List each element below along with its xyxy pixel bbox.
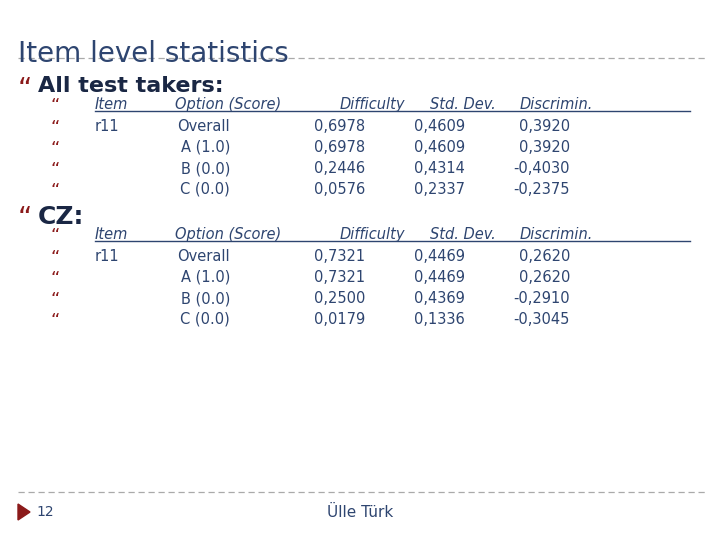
Text: Discrimin.: Discrimin.	[520, 97, 593, 112]
Text: Overall: Overall	[177, 249, 230, 264]
Text: 0,2620: 0,2620	[518, 249, 570, 264]
Text: Ülle Türk: Ülle Türk	[327, 504, 393, 519]
Text: 0,4314: 0,4314	[414, 161, 465, 176]
Text: B (0.0): B (0.0)	[181, 291, 230, 306]
Text: 0,4369: 0,4369	[414, 291, 465, 306]
Text: “: “	[50, 119, 59, 137]
Text: r11: r11	[95, 119, 120, 134]
Text: 0,0576: 0,0576	[314, 182, 365, 197]
Text: 0,4469: 0,4469	[414, 249, 465, 264]
Text: -0,3045: -0,3045	[513, 312, 570, 327]
Text: “: “	[18, 76, 32, 104]
Text: C (0.0): C (0.0)	[180, 312, 230, 327]
Text: Difficulty: Difficulty	[340, 97, 405, 112]
Text: Discrimin.: Discrimin.	[520, 227, 593, 242]
Text: 0,2500: 0,2500	[314, 291, 365, 306]
Text: -0,2375: -0,2375	[513, 182, 570, 197]
Text: 0,3920: 0,3920	[519, 140, 570, 155]
Text: 0,3920: 0,3920	[519, 119, 570, 134]
Text: A (1.0): A (1.0)	[181, 270, 230, 285]
Text: 0,4609: 0,4609	[414, 140, 465, 155]
Text: Option (Score): Option (Score)	[175, 97, 282, 112]
Text: “: “	[50, 97, 59, 115]
Text: “: “	[50, 312, 59, 330]
Text: -0,2910: -0,2910	[513, 291, 570, 306]
Text: r11: r11	[95, 249, 120, 264]
Text: All test takers:: All test takers:	[38, 76, 224, 96]
Text: -0,4030: -0,4030	[513, 161, 570, 176]
Text: “: “	[50, 249, 59, 267]
Text: 0,2337: 0,2337	[414, 182, 465, 197]
Text: “: “	[18, 205, 32, 233]
Text: CZ:: CZ:	[38, 205, 84, 229]
Text: 0,0179: 0,0179	[314, 312, 365, 327]
Polygon shape	[18, 504, 30, 520]
Text: “: “	[50, 182, 59, 200]
Text: B (0.0): B (0.0)	[181, 161, 230, 176]
Text: 0,7321: 0,7321	[314, 270, 365, 285]
Text: “: “	[50, 140, 59, 158]
Text: 0,1336: 0,1336	[414, 312, 465, 327]
Text: 0,6978: 0,6978	[314, 140, 365, 155]
Text: 0,4609: 0,4609	[414, 119, 465, 134]
Text: Item level statistics: Item level statistics	[18, 40, 289, 68]
Text: 0,2620: 0,2620	[518, 270, 570, 285]
Text: 0,6978: 0,6978	[314, 119, 365, 134]
Text: Overall: Overall	[177, 119, 230, 134]
Text: Std. Dev.: Std. Dev.	[430, 97, 496, 112]
Text: 0,7321: 0,7321	[314, 249, 365, 264]
Text: 0,2446: 0,2446	[314, 161, 365, 176]
Text: C (0.0): C (0.0)	[180, 182, 230, 197]
Text: A (1.0): A (1.0)	[181, 140, 230, 155]
Text: Difficulty: Difficulty	[340, 227, 405, 242]
Text: “: “	[50, 227, 59, 245]
Text: Item: Item	[95, 227, 128, 242]
Text: “: “	[50, 291, 59, 309]
Text: Std. Dev.: Std. Dev.	[430, 227, 496, 242]
Text: “: “	[50, 270, 59, 288]
Text: Option (Score): Option (Score)	[175, 227, 282, 242]
Text: 0,4469: 0,4469	[414, 270, 465, 285]
Text: Item: Item	[95, 97, 128, 112]
Text: 12: 12	[36, 505, 53, 519]
Text: “: “	[50, 161, 59, 179]
